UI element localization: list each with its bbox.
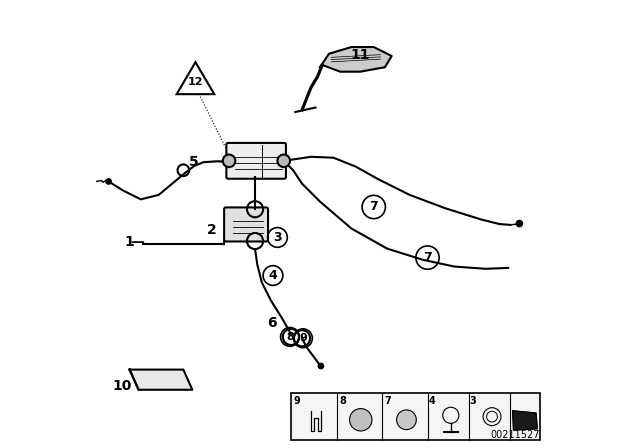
Polygon shape bbox=[513, 411, 538, 430]
Circle shape bbox=[318, 363, 324, 369]
Circle shape bbox=[223, 155, 236, 167]
Text: 12: 12 bbox=[188, 77, 204, 87]
Text: 2: 2 bbox=[207, 223, 216, 237]
Text: 00211527: 00211527 bbox=[490, 430, 540, 440]
Circle shape bbox=[278, 155, 290, 167]
FancyBboxPatch shape bbox=[224, 207, 268, 241]
Text: 4: 4 bbox=[269, 269, 277, 282]
Circle shape bbox=[516, 220, 522, 227]
Text: —: — bbox=[131, 235, 145, 249]
Text: 7: 7 bbox=[423, 251, 432, 264]
Text: 3: 3 bbox=[273, 231, 282, 244]
Text: 6: 6 bbox=[268, 316, 277, 331]
Text: 9: 9 bbox=[299, 333, 307, 343]
Text: 3: 3 bbox=[469, 396, 476, 406]
Text: 8: 8 bbox=[286, 332, 294, 342]
Text: 7: 7 bbox=[369, 200, 378, 214]
Polygon shape bbox=[130, 370, 192, 390]
Text: 7: 7 bbox=[385, 396, 392, 406]
Circle shape bbox=[397, 410, 417, 430]
Text: 9: 9 bbox=[293, 396, 300, 406]
Circle shape bbox=[349, 409, 372, 431]
Text: 5: 5 bbox=[189, 155, 198, 169]
Text: 8: 8 bbox=[339, 396, 346, 406]
Text: 1: 1 bbox=[125, 235, 134, 249]
FancyBboxPatch shape bbox=[227, 143, 286, 179]
Bar bbox=[291, 393, 540, 440]
Text: 4: 4 bbox=[428, 396, 435, 406]
Text: 11: 11 bbox=[351, 47, 370, 62]
Polygon shape bbox=[320, 47, 392, 72]
Circle shape bbox=[106, 179, 111, 184]
Text: 10: 10 bbox=[112, 379, 132, 393]
